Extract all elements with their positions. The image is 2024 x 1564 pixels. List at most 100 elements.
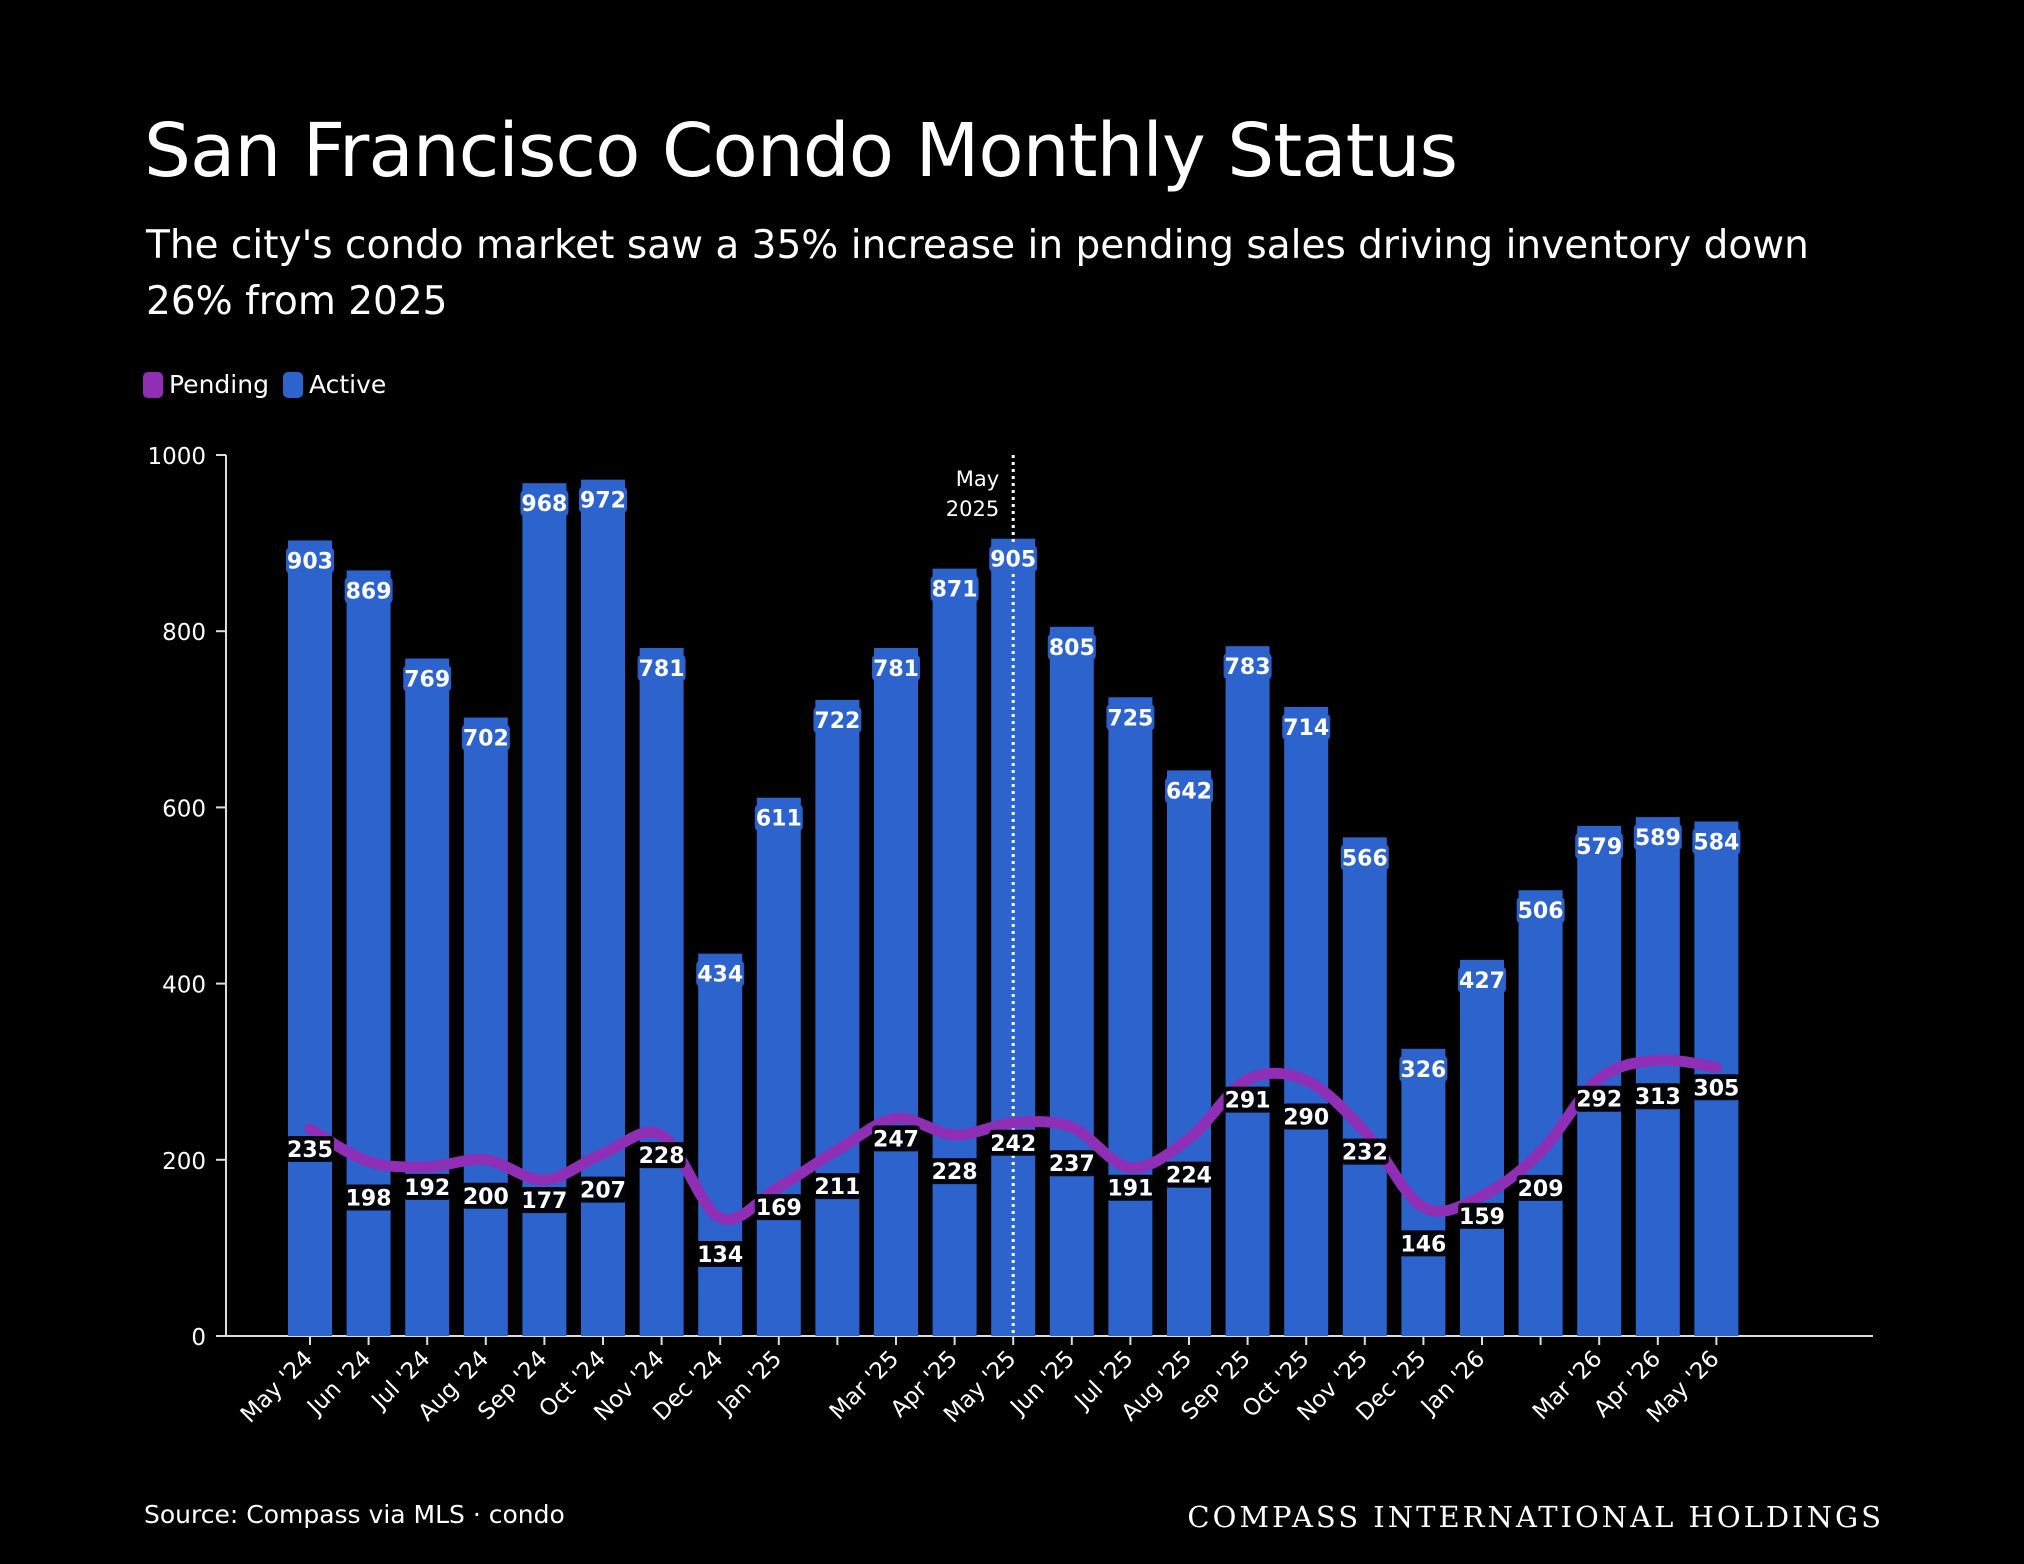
data-label-pending-bg — [579, 1176, 627, 1203]
data-label-pending: 290 — [1283, 1106, 1329, 1131]
data-label-pending-bg — [1399, 1230, 1448, 1257]
data-label-pending: 305 — [1693, 1076, 1739, 1101]
data-label-pending: 134 — [697, 1243, 743, 1268]
data-label-active: 434 — [697, 963, 743, 988]
y-tick-label: 600 — [162, 796, 206, 822]
data-label-active: 769 — [404, 668, 450, 693]
data-label-active-bg — [930, 575, 979, 602]
data-label-active-bg — [1282, 713, 1331, 740]
x-tick-label: Jan '26 — [1415, 1346, 1490, 1421]
data-label-pending-bg — [696, 1240, 745, 1267]
data-label-active-bg — [1575, 832, 1624, 859]
data-label-active-bg — [1633, 824, 1682, 851]
chart-subtitle: The city's condo market saw a 35% increa… — [146, 223, 1809, 324]
bar-active — [639, 647, 684, 1336]
data-label-pending-bg — [286, 1135, 334, 1162]
x-tick-label: Mar '26 — [1528, 1346, 1607, 1425]
data-label-pending-bg — [1633, 1083, 1682, 1110]
data-label-pending: 232 — [1342, 1141, 1388, 1166]
data-label-active: 702 — [463, 727, 509, 752]
data-label-active-bg — [520, 490, 569, 517]
data-label-active-bg — [872, 654, 920, 681]
data-label-active-bg — [1692, 828, 1741, 855]
data-label-pending: 242 — [990, 1132, 1036, 1157]
y-tick-label: 0 — [191, 1325, 206, 1351]
data-label-pending-bg — [1340, 1138, 1389, 1165]
data-label-active: 722 — [814, 709, 860, 734]
data-label-active-bg — [1340, 844, 1389, 871]
data-label-pending-bg — [930, 1158, 979, 1185]
bar-active — [1460, 959, 1504, 1336]
data-label-active: 968 — [521, 492, 567, 517]
data-label-active: 972 — [580, 489, 626, 514]
bar-active — [1342, 837, 1387, 1336]
bar-active — [405, 658, 450, 1336]
data-label-pending-bg — [872, 1125, 920, 1152]
data-label-pending-bg — [989, 1129, 1038, 1156]
data-label-active-bg — [1165, 777, 1213, 804]
data-label-active: 506 — [1518, 899, 1564, 924]
data-label-pending: 198 — [346, 1187, 392, 1212]
legend-label-active: Active — [308, 370, 387, 399]
data-label-pending-bg — [1165, 1161, 1213, 1188]
data-label-pending: 191 — [1107, 1177, 1153, 1202]
data-label-pending: 291 — [1225, 1089, 1271, 1114]
data-label-pending: 200 — [463, 1185, 509, 1210]
data-label-pending-bg — [520, 1187, 569, 1214]
data-label-active: 805 — [1049, 636, 1095, 661]
data-label-active: 642 — [1166, 779, 1212, 804]
data-label-active: 783 — [1225, 655, 1271, 680]
data-label-active: 427 — [1459, 969, 1505, 994]
legend-swatch-pending — [143, 371, 163, 398]
data-label-active: 584 — [1693, 830, 1739, 855]
bar-active — [815, 699, 860, 1336]
data-label-pending: 159 — [1459, 1205, 1505, 1230]
annotation-label: 2025 — [946, 497, 999, 521]
data-label-pending-bg — [1223, 1086, 1272, 1113]
data-label-active-bg — [344, 577, 393, 604]
data-label-active-bg — [403, 665, 452, 692]
data-label-pending: 209 — [1518, 1177, 1564, 1202]
data-label-pending: 292 — [1576, 1088, 1622, 1113]
data-label-pending-bg — [1106, 1174, 1155, 1201]
x-tick-label: Jun '24 — [301, 1346, 377, 1422]
bar-active — [1049, 626, 1094, 1336]
data-label-active: 781 — [873, 657, 919, 682]
data-label-active-bg — [754, 804, 803, 831]
data-label-active: 579 — [1576, 835, 1622, 860]
data-label-pending: 211 — [814, 1175, 860, 1200]
x-tick-label: Mar '25 — [825, 1346, 904, 1425]
bar-active — [1167, 770, 1211, 1336]
data-label-pending-bg — [1692, 1074, 1741, 1101]
legend-swatch-active — [282, 371, 303, 398]
y-tick-label: 200 — [162, 1149, 206, 1175]
source-note: Source: Compass via MLS · condo — [144, 1500, 565, 1529]
data-label-active-bg — [637, 654, 686, 681]
bar-active — [1225, 646, 1270, 1336]
bar-active — [698, 953, 743, 1336]
data-label-active: 903 — [287, 549, 333, 574]
bar-active — [1518, 890, 1563, 1336]
bar-active — [874, 647, 918, 1336]
bar-active — [1635, 817, 1680, 1336]
x-tick-label: Jan '25 — [712, 1346, 787, 1421]
data-label-pending: 228 — [639, 1144, 685, 1169]
legend: Pending Active — [143, 370, 400, 399]
data-label-active-bg — [1106, 704, 1155, 731]
bar-active — [991, 538, 1036, 1336]
data-label-pending-bg — [1282, 1103, 1331, 1130]
annotation-label: May — [956, 467, 999, 491]
data-label-pending-bg — [344, 1184, 393, 1211]
bar-active — [932, 568, 977, 1336]
data-label-active-bg — [461, 724, 510, 751]
data-label-pending-bg — [813, 1173, 862, 1200]
data-label-active: 611 — [756, 807, 802, 832]
data-label-pending-bg — [1575, 1085, 1624, 1112]
data-label-active: 714 — [1283, 716, 1329, 741]
x-tick-label: May '24 — [236, 1346, 318, 1428]
data-label-active-bg — [696, 960, 745, 987]
bar-active — [1284, 706, 1329, 1336]
pending-line — [304, 1054, 1722, 1226]
data-label-pending: 146 — [1400, 1232, 1446, 1257]
data-label-pending: 207 — [580, 1179, 626, 1204]
